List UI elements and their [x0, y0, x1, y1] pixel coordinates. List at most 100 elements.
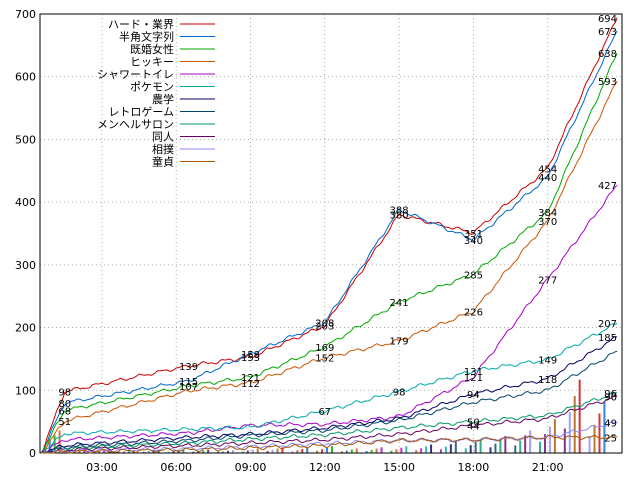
bar: [578, 379, 581, 453]
data-label: 179: [390, 337, 409, 348]
bar: [306, 447, 309, 453]
data-label: 185: [598, 333, 617, 344]
bar: [529, 430, 532, 453]
data-label: 107: [179, 382, 198, 393]
data-label: 285: [464, 270, 483, 281]
data-label: 152: [315, 354, 334, 365]
y-tick-label: 200: [15, 322, 36, 335]
bar: [454, 441, 457, 453]
y-tick-label: 500: [15, 133, 36, 146]
data-label: 121: [464, 373, 483, 384]
data-label: 96: [604, 389, 617, 400]
bar: [420, 448, 423, 453]
value-labels-layer: 9880685113911510715315812111220320816915…: [58, 14, 617, 445]
data-label: 351: [464, 229, 483, 240]
data-label: 241: [390, 298, 409, 309]
data-label: 131: [464, 367, 483, 378]
data-label: 203: [315, 322, 334, 333]
bar: [241, 451, 244, 453]
bar: [202, 450, 205, 453]
series-line: [40, 434, 618, 454]
series-line: [41, 184, 618, 454]
data-label: 208: [315, 319, 334, 330]
data-label: 149: [538, 356, 557, 367]
data-label: 277: [538, 275, 557, 286]
series-line: [41, 322, 618, 454]
x-tick-label: 18:00: [458, 461, 490, 474]
data-label: 169: [315, 343, 334, 354]
data-label: 49: [604, 418, 617, 429]
data-label: 207: [598, 319, 617, 330]
bar: [182, 449, 185, 453]
bar: [365, 451, 368, 453]
plot-frame: [39, 13, 623, 454]
bar: [524, 435, 527, 453]
bar: [271, 449, 274, 453]
bar: [439, 449, 442, 453]
bar: [316, 450, 319, 453]
bar: [430, 444, 433, 453]
data-label: 68: [58, 406, 71, 417]
data-label: 427: [598, 181, 617, 192]
bar: [157, 449, 160, 453]
y-tick-label: 300: [15, 259, 36, 272]
bar: [355, 448, 358, 453]
bar: [340, 451, 343, 453]
bar: [301, 449, 304, 453]
bar: [504, 436, 507, 453]
bar: [405, 446, 408, 453]
bar: [395, 449, 398, 453]
data-label: 44: [467, 421, 480, 432]
data-label: 593: [598, 77, 617, 88]
data-label: 454: [538, 164, 557, 175]
data-label: 50: [467, 418, 480, 429]
bar: [469, 445, 472, 453]
y-tick-label: 700: [15, 8, 36, 21]
legend-label: ポケモン: [130, 81, 174, 94]
bar: [122, 451, 125, 453]
data-label: 340: [464, 236, 483, 247]
series-line: [41, 350, 618, 454]
legend-label: メンヘルサロン: [97, 118, 174, 131]
y-tick-label: 600: [15, 71, 36, 84]
bar: [593, 424, 596, 453]
bar: [553, 419, 556, 453]
series-line: [40, 391, 617, 454]
legend: ハード・業界半角文字列既婚女性ヒッキーシャワートイレポケモン農学レトロゲームメン…: [97, 18, 215, 169]
data-label: 25: [604, 433, 617, 444]
bar: [415, 450, 418, 453]
bar: [489, 447, 492, 453]
series-line: [41, 17, 618, 454]
bar: [603, 402, 606, 453]
bar: [425, 446, 428, 453]
data-label: 90: [604, 393, 617, 404]
bar: [222, 451, 225, 453]
data-label: 67: [318, 407, 331, 418]
bar: [167, 451, 170, 453]
bar: [43, 445, 46, 453]
legend-label: 半角文字列: [119, 30, 174, 44]
bar: [499, 439, 502, 453]
data-label: 121: [241, 373, 260, 384]
bar: [147, 451, 150, 453]
bar: [474, 442, 477, 453]
bar: [192, 451, 195, 453]
legend-label: シャワートイレ: [97, 68, 174, 81]
data-label: 158: [241, 350, 260, 361]
bar: [345, 450, 348, 453]
axes-layer: 0 100 200 300 400 500 600 700 03:00 06:00 09:00 12:…: [15, 8, 623, 474]
bar: [197, 451, 200, 453]
legend-label: 既婚女性: [130, 42, 174, 56]
bar: [563, 428, 566, 453]
bar: [226, 450, 229, 453]
legend-label: 農学: [152, 92, 174, 106]
bar: [449, 444, 452, 453]
legend-label: 童貞: [152, 155, 174, 169]
data-label: 139: [179, 362, 198, 373]
bar: [543, 434, 546, 453]
bar: [370, 449, 373, 453]
bar: [380, 447, 383, 453]
data-label: 51: [58, 417, 71, 428]
